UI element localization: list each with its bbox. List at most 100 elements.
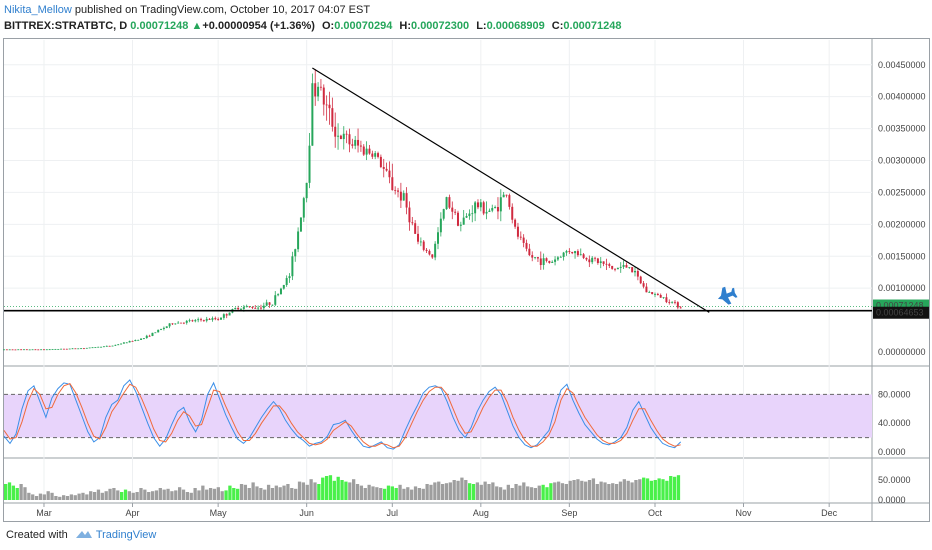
candle-up[interactable]: [239, 308, 242, 310]
volume-bar[interactable]: [189, 492, 193, 500]
candle-down[interactable]: [545, 258, 548, 261]
candle-up[interactable]: [28, 349, 31, 351]
volume-bar[interactable]: [7, 482, 12, 500]
volume-bar[interactable]: [549, 483, 553, 500]
candle-down[interactable]: [351, 144, 354, 146]
volume-bar[interactable]: [278, 487, 282, 500]
volume-bar[interactable]: [197, 490, 201, 500]
volume-bar[interactable]: [622, 479, 626, 500]
candle-up[interactable]: [402, 193, 405, 201]
candle-down[interactable]: [362, 146, 365, 155]
stochastic-k-line[interactable]: [3, 379, 682, 450]
volume-bar[interactable]: [657, 478, 661, 500]
candle-up[interactable]: [342, 133, 345, 140]
candle-up[interactable]: [245, 306, 248, 308]
candle-down[interactable]: [528, 248, 531, 256]
volume-bar[interactable]: [181, 489, 186, 500]
candle-up[interactable]: [579, 254, 582, 256]
candle-down[interactable]: [385, 168, 388, 171]
volume-bar[interactable]: [216, 487, 220, 500]
volume-bar[interactable]: [344, 481, 348, 500]
candle-up[interactable]: [474, 202, 477, 214]
volume-bar[interactable]: [270, 488, 275, 500]
candle-up[interactable]: [499, 197, 502, 212]
candle-down[interactable]: [377, 153, 380, 157]
candle-down[interactable]: [368, 148, 371, 154]
candle-down[interactable]: [345, 133, 348, 135]
candle-up[interactable]: [419, 241, 422, 243]
candle-up[interactable]: [31, 349, 34, 351]
candle-down[interactable]: [425, 249, 428, 251]
volume-bar[interactable]: [491, 482, 495, 500]
candle-down[interactable]: [673, 301, 676, 303]
candle-up[interactable]: [562, 252, 565, 257]
candle-down[interactable]: [576, 251, 579, 256]
candle-up[interactable]: [128, 340, 131, 343]
volume-bar[interactable]: [294, 488, 298, 500]
candle-down[interactable]: [511, 206, 514, 220]
volume-bar[interactable]: [398, 484, 402, 500]
candle-up[interactable]: [105, 345, 108, 347]
volume-bar[interactable]: [50, 492, 54, 500]
volume-bar[interactable]: [46, 491, 50, 500]
candle-up[interactable]: [197, 319, 200, 321]
candle-down[interactable]: [371, 153, 374, 157]
volume-bar[interactable]: [676, 475, 681, 500]
candle-down[interactable]: [656, 293, 659, 295]
volume-bar[interactable]: [614, 484, 619, 500]
volume-bar[interactable]: [158, 488, 162, 500]
candle-up[interactable]: [434, 243, 437, 258]
volume-bar[interactable]: [355, 484, 360, 500]
candle-up[interactable]: [634, 270, 637, 273]
volume-bar[interactable]: [607, 484, 611, 500]
candle-down[interactable]: [536, 257, 539, 259]
volume-bar[interactable]: [34, 496, 39, 500]
candle-up[interactable]: [648, 292, 651, 293]
candle-down[interactable]: [108, 345, 111, 347]
candle-down[interactable]: [625, 265, 628, 268]
candle-up[interactable]: [374, 153, 377, 157]
volume-bar[interactable]: [437, 481, 441, 500]
candle-down[interactable]: [571, 251, 574, 254]
candle-down[interactable]: [431, 254, 434, 258]
volume-bar[interactable]: [626, 480, 630, 500]
candle-down[interactable]: [676, 302, 679, 308]
volume-bar[interactable]: [120, 492, 124, 500]
candle-down[interactable]: [519, 236, 522, 238]
volume-bar[interactable]: [282, 485, 286, 500]
candle-down[interactable]: [516, 226, 519, 237]
candle-up[interactable]: [459, 224, 462, 226]
volume-bar[interactable]: [591, 478, 596, 500]
volume-bar[interactable]: [309, 479, 313, 500]
volume-bar[interactable]: [232, 488, 236, 500]
volume-bar[interactable]: [518, 485, 522, 500]
volume-bar[interactable]: [444, 483, 449, 500]
volume-bar[interactable]: [425, 484, 429, 500]
volume-bar[interactable]: [433, 482, 437, 500]
candle-up[interactable]: [125, 342, 128, 344]
candle-up[interactable]: [616, 267, 619, 270]
volume-bar[interactable]: [529, 487, 534, 500]
volume-bar[interactable]: [62, 495, 66, 500]
volume-bar[interactable]: [112, 488, 116, 500]
candle-up[interactable]: [271, 304, 274, 306]
candle-up[interactable]: [71, 348, 74, 350]
volume-bar[interactable]: [166, 488, 170, 500]
candle-up[interactable]: [574, 251, 577, 254]
candle-down[interactable]: [20, 349, 23, 351]
volume-bar[interactable]: [421, 488, 425, 500]
candle-down[interactable]: [522, 237, 525, 243]
candle-up[interactable]: [599, 261, 602, 263]
candle-down[interactable]: [414, 223, 417, 234]
candle-up[interactable]: [442, 209, 445, 219]
candle-down[interactable]: [588, 259, 591, 263]
candle-up[interactable]: [662, 297, 665, 299]
candle-up[interactable]: [111, 345, 114, 347]
candle-down[interactable]: [645, 286, 648, 293]
volume-bar[interactable]: [178, 487, 182, 500]
candle-up[interactable]: [554, 259, 557, 262]
candle-down[interactable]: [200, 319, 203, 321]
candle-up[interactable]: [354, 139, 357, 146]
candle-up[interactable]: [140, 338, 143, 340]
candle-up[interactable]: [85, 347, 88, 349]
